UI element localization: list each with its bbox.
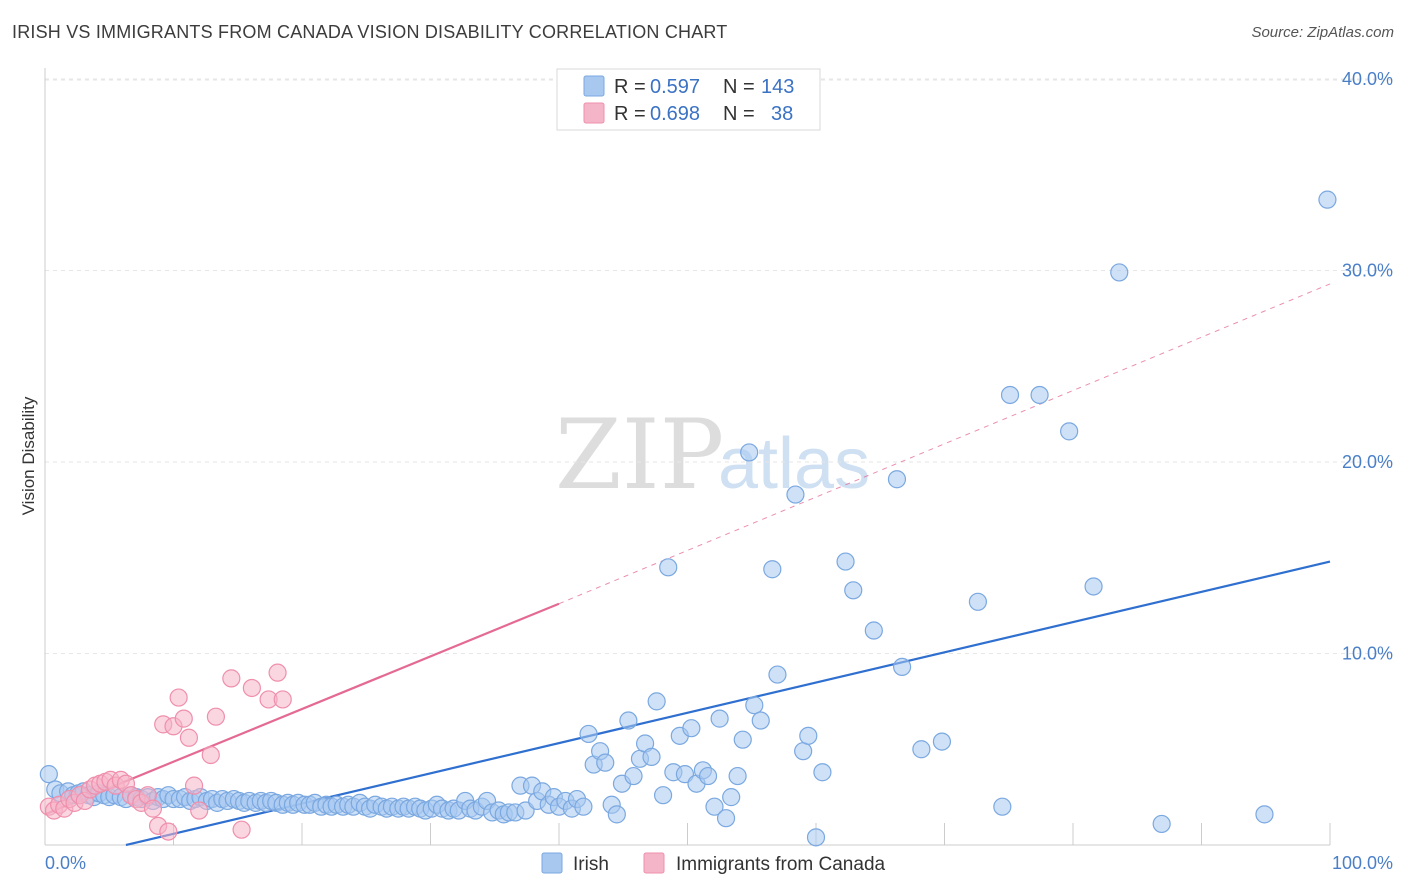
point-irish-140 xyxy=(892,657,912,677)
watermark-zip: ZIP xyxy=(555,399,724,511)
bottom-legend-swatch-irish xyxy=(541,852,563,874)
point-canada-28 xyxy=(184,776,204,795)
legend-r-label-irish: R = xyxy=(614,76,646,98)
bottom-legend-label-irish: Irish xyxy=(573,854,609,875)
point-irish-128 xyxy=(751,711,770,730)
point-irish-149 xyxy=(1110,263,1129,282)
point-irish-97 xyxy=(574,797,593,816)
legend-n-value-canada: 38 xyxy=(771,103,793,125)
point-irish-124 xyxy=(728,766,747,786)
point-irish-152 xyxy=(1318,190,1337,209)
point-irish-106 xyxy=(624,766,643,786)
point-irish-150 xyxy=(1152,814,1171,834)
point-canada-37 xyxy=(273,690,292,709)
point-irish-136 xyxy=(836,552,855,571)
y-tick-label-40: 40.0% xyxy=(1342,69,1393,89)
x-tick-label-100: 100.0% xyxy=(1332,853,1393,873)
data-points xyxy=(39,190,1337,847)
point-canada-23 xyxy=(159,822,178,841)
point-irish-105 xyxy=(619,711,638,730)
point-irish-119 xyxy=(698,766,718,786)
point-irish-98 xyxy=(579,724,598,744)
point-canada-25 xyxy=(169,688,188,707)
bottom-legend-swatch-canada xyxy=(643,852,665,874)
point-irish-146 xyxy=(1030,385,1049,405)
point-irish-132 xyxy=(794,742,813,761)
point-irish-143 xyxy=(968,592,988,611)
point-canada-20 xyxy=(143,799,163,818)
point-irish-148 xyxy=(1084,577,1103,596)
point-irish-112 xyxy=(659,558,678,577)
point-irish-121 xyxy=(710,709,729,728)
legend-swatch-irish xyxy=(583,75,605,97)
point-irish-141 xyxy=(912,740,931,759)
point-canada-30 xyxy=(201,745,220,765)
point-irish-109 xyxy=(642,747,661,767)
legend-r-label-canada: R = xyxy=(614,103,646,125)
y-tick-label-20: 20.0% xyxy=(1342,452,1393,472)
point-irish-120 xyxy=(705,797,724,816)
y-tick-label-10: 10.0% xyxy=(1342,644,1393,664)
legend-n-value-irish: 143 xyxy=(761,76,794,98)
point-canada-36 xyxy=(268,663,287,682)
point-irish-122 xyxy=(716,809,736,828)
point-irish-137 xyxy=(844,581,863,600)
legend-r-value-canada: 0.698 xyxy=(650,103,700,125)
point-irish-111 xyxy=(653,786,673,805)
point-irish-110 xyxy=(647,692,666,711)
point-irish-133 xyxy=(799,726,818,745)
point-canada-33 xyxy=(232,820,251,839)
point-irish-145 xyxy=(1000,385,1020,405)
legend-n-label-irish: N = xyxy=(723,76,755,98)
trend-lines xyxy=(44,283,1331,847)
tick-labels: 10.0% 20.0% 30.0% 40.0% 0.0% 100.0% xyxy=(45,69,1393,873)
series-legend: Irish Immigrants from Canada xyxy=(541,852,886,875)
point-irish-130 xyxy=(768,665,787,684)
point-irish-139 xyxy=(887,470,907,489)
legend-n-label-canada: N = xyxy=(723,103,755,125)
point-irish-126 xyxy=(740,443,759,462)
legend-swatch-canada xyxy=(583,102,605,124)
point-canada-31 xyxy=(206,707,226,726)
y-axis-label: Vision Disability xyxy=(19,396,38,515)
point-irish-134 xyxy=(806,828,826,847)
point-irish-144 xyxy=(993,797,1012,816)
source-credit: Source: ZipAtlas.com xyxy=(1251,24,1394,41)
point-irish-125 xyxy=(733,730,752,749)
point-canada-32 xyxy=(222,669,241,688)
point-irish-138 xyxy=(864,621,883,640)
legend-r-value-irish: 0.597 xyxy=(650,76,700,98)
point-irish-147 xyxy=(1060,422,1079,441)
point-irish-129 xyxy=(763,560,782,579)
y-tick-label-30: 30.0% xyxy=(1342,261,1393,281)
point-irish-116 xyxy=(682,719,701,738)
bottom-legend-label-canada: Immigrants from Canada xyxy=(676,854,886,875)
point-irish-101 xyxy=(596,753,615,772)
point-irish-0 xyxy=(39,765,58,784)
point-irish-103 xyxy=(607,805,626,824)
point-irish-123 xyxy=(722,788,741,807)
point-irish-142 xyxy=(932,732,952,751)
point-irish-127 xyxy=(745,696,764,715)
point-canada-27 xyxy=(179,728,199,747)
point-irish-131 xyxy=(786,485,805,504)
point-canada-34 xyxy=(242,678,261,698)
point-irish-151 xyxy=(1255,805,1274,824)
grid-lines xyxy=(45,78,1392,654)
point-canada-29 xyxy=(190,801,209,820)
chart-title: IRISH VS IMMIGRANTS FROM CANADA VISION D… xyxy=(12,22,728,42)
x-tick-label-0: 0.0% xyxy=(45,853,86,873)
correlation-legend: R = 0.597 N = 143 R = 0.698 N = 38 xyxy=(556,68,821,131)
point-canada-26 xyxy=(174,709,193,728)
point-irish-135 xyxy=(813,763,832,782)
